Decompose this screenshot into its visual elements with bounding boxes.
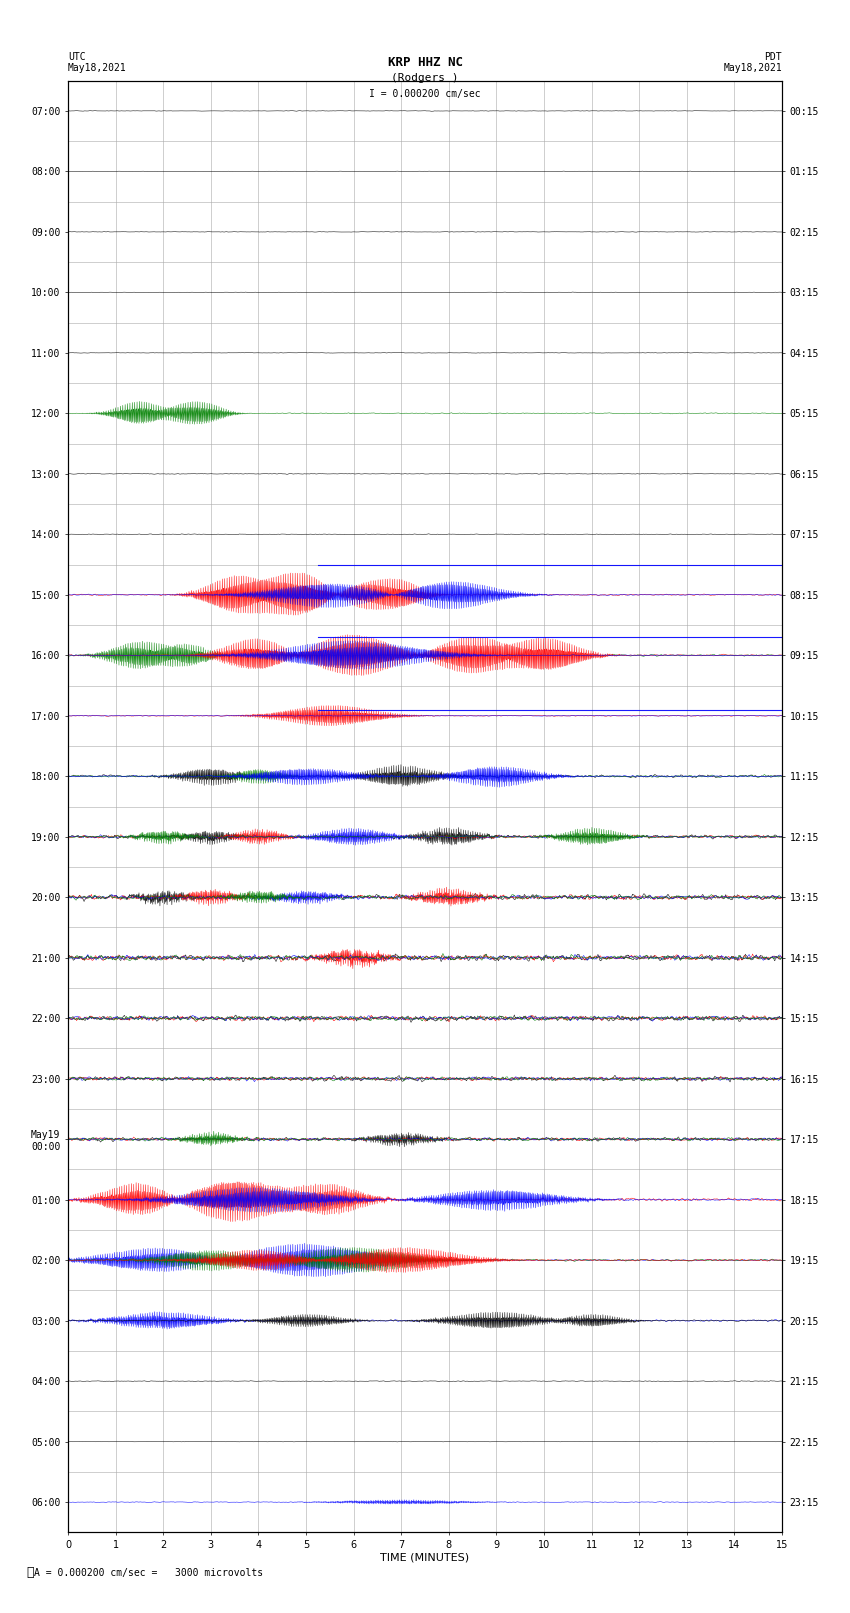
Text: ⸏: ⸏ bbox=[26, 1566, 33, 1579]
Text: KRP HHZ NC: KRP HHZ NC bbox=[388, 56, 462, 69]
X-axis label: TIME (MINUTES): TIME (MINUTES) bbox=[381, 1553, 469, 1563]
Text: A = 0.000200 cm/sec =   3000 microvolts: A = 0.000200 cm/sec = 3000 microvolts bbox=[34, 1568, 264, 1578]
Text: PDT
May18,2021: PDT May18,2021 bbox=[723, 52, 782, 73]
Text: (Rodgers ): (Rodgers ) bbox=[391, 73, 459, 82]
Text: UTC
May18,2021: UTC May18,2021 bbox=[68, 52, 127, 73]
Text: I = 0.000200 cm/sec: I = 0.000200 cm/sec bbox=[369, 89, 481, 98]
